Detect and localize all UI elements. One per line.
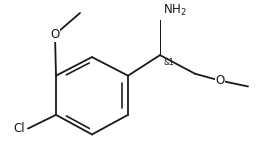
Text: O: O [215,74,225,87]
Text: O: O [50,28,60,41]
Text: &1: &1 [164,58,175,67]
Text: NH$_2$: NH$_2$ [162,3,186,18]
Text: Cl: Cl [14,122,25,135]
